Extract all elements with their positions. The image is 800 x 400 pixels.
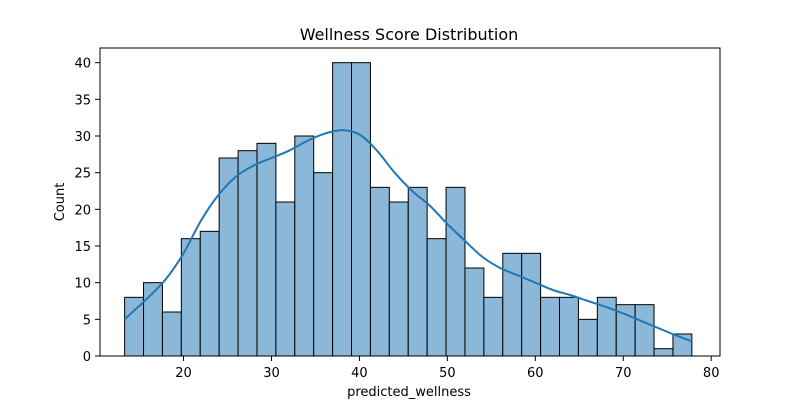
y-axis-ticks: 0 5 10 15 20 25 30 35 40	[74, 57, 100, 365]
histogram-bar	[634, 304, 655, 357]
histogram-bar	[445, 186, 466, 357]
histogram-bar	[294, 135, 315, 357]
histogram-bar	[256, 142, 277, 357]
histogram-bar	[521, 252, 542, 357]
histogram-bar	[351, 62, 371, 357]
histogram-bar	[426, 238, 447, 357]
y-tick-label: 5	[83, 313, 91, 328]
plot-frame	[99, 47, 721, 357]
chart-title: Wellness Score Distribution	[300, 25, 519, 44]
histogram-bar	[388, 201, 409, 357]
kde-curve	[123, 129, 693, 343]
x-tick-label: 80	[703, 366, 720, 381]
x-tick-label: 70	[615, 366, 632, 381]
histogram-bar	[369, 186, 390, 357]
histogram-bar	[502, 252, 523, 357]
histogram-bar	[313, 172, 334, 357]
histogram-bar	[237, 150, 258, 357]
histogram-bar	[124, 296, 145, 357]
y-tick-label: 10	[74, 277, 91, 292]
y-tick-label: 25	[74, 167, 91, 182]
histogram-bar	[161, 311, 182, 357]
y-tick-label: 35	[74, 93, 91, 108]
histogram-bar	[332, 62, 353, 357]
y-tick-label: 0	[83, 350, 91, 365]
histogram-bar	[275, 201, 296, 357]
histogram-bar	[540, 296, 561, 357]
histogram-bar	[653, 348, 674, 357]
x-tick-label: 20	[175, 366, 192, 381]
y-axis-title: Count	[53, 183, 68, 222]
y-tick-label: 40	[74, 57, 91, 72]
x-axis-title: predicted_wellness	[347, 385, 471, 400]
y-tick-label: 30	[74, 130, 91, 145]
histogram-bar	[577, 318, 598, 357]
y-tick-label: 15	[74, 240, 91, 255]
x-tick-label: 30	[263, 366, 280, 381]
histogram-bar	[180, 238, 201, 357]
histogram-bar	[559, 296, 579, 357]
histogram-bar	[464, 267, 485, 357]
x-tick-label: 60	[527, 366, 544, 381]
histogram-bar	[596, 296, 617, 357]
x-tick-label: 40	[351, 366, 368, 381]
x-axis-ticks: 20 30 40 50 60 70 80	[175, 356, 719, 381]
histogram-bar	[199, 230, 220, 357]
y-tick-label: 20	[74, 203, 91, 218]
x-tick-label: 50	[439, 366, 456, 381]
histogram-bar	[483, 296, 504, 357]
histogram-bars	[124, 62, 693, 357]
histogram-bar	[218, 157, 239, 357]
histogram-bar	[407, 186, 428, 357]
